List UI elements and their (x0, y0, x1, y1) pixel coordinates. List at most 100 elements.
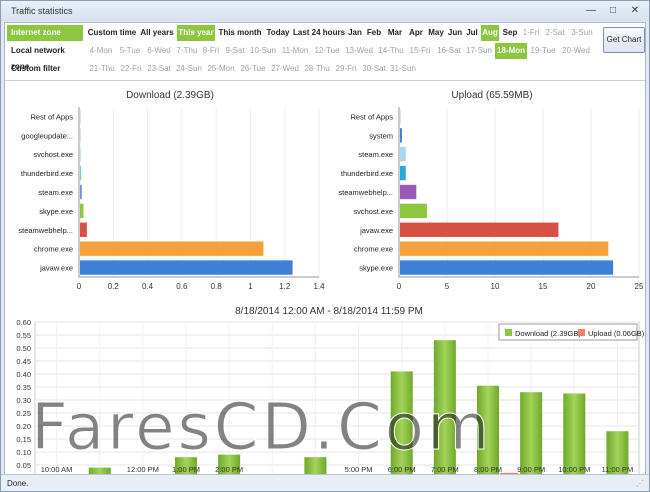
bar (80, 184, 82, 200)
bar (80, 203, 84, 219)
x-tick-label: 1.2 (279, 282, 291, 291)
filter-option-24-sun[interactable]: 24-Sun (176, 64, 202, 73)
legend-swatch-download (505, 329, 512, 336)
filter-option-custom-time[interactable]: Custom time (87, 28, 137, 37)
x-tick-label: 1:00 PM (172, 465, 200, 474)
filter-option-28-thu[interactable]: 28-Thu (304, 64, 330, 73)
filter-option-2-sat[interactable]: 2-Sat (545, 28, 565, 37)
category-label: steam.exe (38, 188, 73, 197)
charts-area: Download (2.39GB) 0 0.2 0.4 0.6 0.8 1 1.2 1.4 Res… (5, 82, 645, 486)
filter-option-17-sun[interactable]: 17-Sun (466, 46, 492, 55)
filter-option-this-month[interactable]: This month (218, 28, 262, 37)
filter-option-mar[interactable]: Mar (387, 28, 403, 37)
title-bar[interactable]: Traffic statistics — □ ✕ (1, 1, 649, 21)
filter-option-apr[interactable]: Apr (409, 28, 423, 37)
filter-option-16-sat[interactable]: 16-Sat (437, 46, 461, 55)
filter-option-may[interactable]: May (428, 28, 444, 37)
x-tick-label: 5:00 PM (345, 465, 373, 474)
filter-option-26-tue[interactable]: 26-Tue (240, 64, 266, 73)
download-bar (606, 431, 629, 478)
charts-svg: Download (2.39GB) 0 0.2 0.4 0.6 0.8 1 1.2 1.4 Res… (5, 82, 645, 486)
filter-option-feb[interactable]: Feb (366, 28, 382, 37)
category-label: chrome.exe (34, 245, 73, 254)
status-text: Done. (7, 479, 29, 488)
filter-row-local-network: Local network zone 4-Mon 5-Tue 6-Wed 7-Thu 8… (5, 42, 600, 71)
filter-option-23-sat[interactable]: 23-Sat (147, 64, 171, 73)
download-bar (477, 385, 499, 478)
filter-option-12-tue[interactable]: 12-Tue (314, 46, 340, 55)
filter-option-last-24-hours[interactable]: Last 24 hours (293, 28, 346, 37)
y-tick-label: 0.45 (16, 357, 31, 366)
close-icon[interactable]: ✕ (630, 5, 640, 16)
filter-option-9-sat[interactable]: 9-Sat (225, 46, 245, 55)
y-tick-label: 0.05 (16, 461, 31, 470)
filter-option-19-tue[interactable]: 19-Tue (530, 46, 556, 55)
category-label: chrome.exe (354, 245, 393, 254)
filter-option-13-wed[interactable]: 13-Wed (345, 46, 373, 55)
maximize-icon[interactable]: □ (609, 5, 617, 16)
filter-option-10-sun[interactable]: 10-Sun (250, 46, 276, 55)
y-tick-label: 0.15 (16, 435, 31, 444)
filter-option-21-thu[interactable]: 21-Thu (89, 64, 115, 73)
filter-option-7-thu[interactable]: 7-Thu (176, 46, 198, 55)
zone-custom-filter[interactable]: Custom filter (11, 64, 61, 73)
filter-option-sep[interactable]: Sep (502, 28, 518, 37)
category-label: Rest of Apps (350, 112, 393, 121)
x-tick-label: 25 (635, 282, 644, 291)
filter-option-22-fri[interactable]: 22-Fri (120, 64, 142, 73)
category-label: skype.exe (39, 207, 73, 216)
bar (80, 241, 264, 256)
chart-title-timeline: 8/18/2014 12:00 AM - 8/18/2014 11:59 PM (235, 306, 423, 317)
filter-option-25-mon[interactable]: 25-Mon (207, 64, 235, 73)
legend-label-download: Download (2.39GB) (515, 329, 581, 338)
get-chart-button[interactable]: Get Chart (603, 27, 645, 53)
bar (400, 184, 417, 200)
filter-row-internet: Internet zone Custom time All years This y… (5, 24, 600, 42)
filter-option-3-sun[interactable]: 3-Sun (571, 28, 593, 37)
bar (400, 241, 609, 256)
download-bar (175, 457, 197, 478)
bar (400, 222, 559, 237)
x-tick-label: 5 (445, 282, 450, 291)
zone-local-network[interactable]: Local network zone (11, 46, 65, 71)
filter-option-jun[interactable]: Jun (447, 28, 463, 37)
zone-internet[interactable]: Internet zone (7, 25, 83, 41)
x-tick-label: 7:00 PM (431, 465, 459, 474)
filter-option-6-wed[interactable]: 6-Wed (147, 46, 171, 55)
filter-option-5-tue[interactable]: 5-Tue (119, 46, 141, 55)
filter-option-31-sun[interactable]: 31-Sun (390, 64, 416, 73)
y-tick-label: 0.10 (16, 448, 31, 457)
bar (80, 128, 81, 143)
category-label: svchost.exe (33, 150, 73, 159)
filter-option-20-wed[interactable]: 20-Wed (562, 46, 590, 55)
minimize-icon[interactable]: — (586, 5, 596, 16)
filter-row-custom: Custom filter 21-Thu 22-Fri 23-Sat 24-Sun 25… (5, 60, 600, 78)
filter-option-aug[interactable]: Aug (481, 25, 499, 41)
filter-option-all-years[interactable]: All years (140, 28, 174, 37)
x-tick-label: 6:00 PM (388, 465, 416, 474)
legend-box (498, 323, 638, 341)
category-label: svchost.exe (353, 207, 393, 216)
filter-option-30-sat[interactable]: 30-Sat (362, 64, 386, 73)
filter-option-29-fri[interactable]: 29-Fri (335, 64, 357, 73)
filter-option-8-fri[interactable]: 8-Fri (202, 46, 220, 55)
x-tick-label: 10:00 PM (558, 465, 590, 474)
category-label: googleupdate... (21, 131, 73, 140)
filter-option-15-fri[interactable]: 15-Fri (409, 46, 431, 55)
filter-option-11-mon[interactable]: 11-Mon (281, 46, 309, 55)
legend-swatch-upload (578, 329, 585, 336)
bar (80, 165, 81, 181)
category-label: steam.exe (358, 150, 393, 159)
filter-option-jan[interactable]: Jan (348, 28, 362, 37)
filter-option-1-fri[interactable]: 1-Fri (522, 28, 540, 37)
filter-panel: Internet zone Custom time All years This y… (5, 23, 645, 81)
filter-option-27-wed[interactable]: 27-Wed (271, 64, 299, 73)
filter-option-14-thu[interactable]: 14-Thu (378, 46, 404, 55)
resize-grip-icon[interactable]: ⋰ (636, 479, 644, 488)
filter-option-today[interactable]: Today (266, 28, 290, 37)
filter-option-jul[interactable]: Jul (466, 28, 478, 37)
filter-option-4-mon[interactable]: 4-Mon (89, 46, 113, 55)
filter-option-this-year[interactable]: This year (177, 25, 215, 41)
filter-option-18-mon[interactable]: 18-Mon (495, 43, 527, 59)
